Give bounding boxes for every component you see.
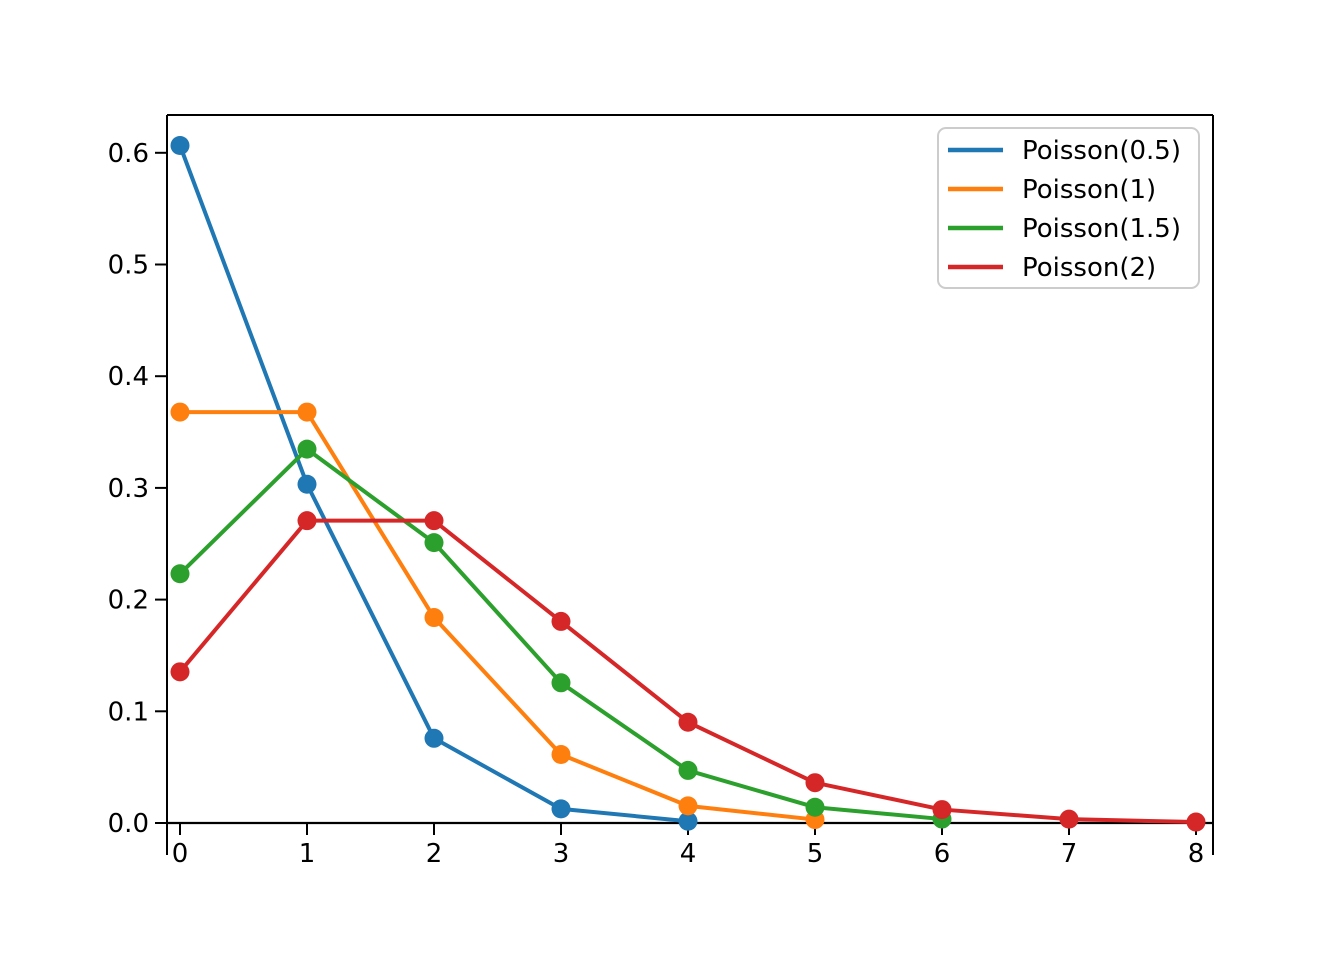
x-tick-label: 7 [1061,839,1078,869]
legend-box [937,127,1200,289]
x-tick-label: 8 [1188,839,1205,869]
data-point-marker [424,533,444,553]
legend-entry: Poisson(2) [948,253,1156,283]
y-tick-label: 0.0 [108,809,149,839]
y-tick-label: 0.5 [108,251,149,281]
data-point-marker [424,728,444,748]
legend-entry: Poisson(0.5) [948,136,1181,166]
x-tick-label: 3 [553,839,570,869]
data-point-marker [805,797,825,817]
data-point-marker [932,800,952,820]
data-point-marker [551,611,571,631]
x-tick-label: 1 [299,839,316,869]
legend-label: Poisson(1) [1022,175,1156,205]
data-point-marker [805,773,825,793]
y-tick-label: 0.6 [108,139,149,169]
series-line [178,410,817,822]
data-point-marker [678,760,698,780]
series-poisson-1-5 [170,439,952,829]
y-axis: 0.0 0.1 0.2 0.3 0.4 0.5 0.6 [108,139,167,839]
data-point-marker [424,608,444,628]
data-point-marker [297,402,317,422]
y-tick-label: 0.1 [108,697,149,727]
x-tick-label: 2 [426,839,443,869]
data-point-marker [424,511,444,531]
x-tick-label: 0 [172,839,189,869]
data-point-marker [551,799,571,819]
data-point-marker [678,811,698,831]
data-point-marker [678,796,698,816]
legend-label: Poisson(2) [1022,253,1156,283]
data-point-marker [1186,812,1206,832]
data-point-marker [551,673,571,693]
legend-entry: Poisson(1) [948,175,1156,205]
y-tick-label: 0.3 [108,474,149,504]
data-point-marker [170,662,190,682]
series-poisson-2 [170,511,1206,832]
legend-label: Poisson(1.5) [1022,214,1181,244]
x-tick-label: 6 [934,839,951,869]
data-point-marker [170,564,190,584]
y-tick-label: 0.4 [108,362,149,392]
data-point-marker [170,402,190,422]
series-poisson-0-5 [170,136,698,831]
data-point-marker [1059,809,1079,829]
y-tick-label: 0.2 [108,586,149,616]
data-point-marker [678,712,698,732]
data-point-marker [297,474,317,494]
x-tick-label: 4 [680,839,697,869]
x-tick-label: 5 [807,839,824,869]
legend-entry: Poisson(1.5) [948,214,1181,244]
data-point-marker [551,745,571,765]
data-point-marker [297,511,317,531]
data-point-marker [170,136,190,156]
series-poisson-1 [170,402,825,830]
legend-label: Poisson(0.5) [1022,136,1181,166]
data-point-marker [297,439,317,459]
legend: Poisson(0.5) Poisson(1) Poisson(1.5) Poisso… [937,127,1200,289]
